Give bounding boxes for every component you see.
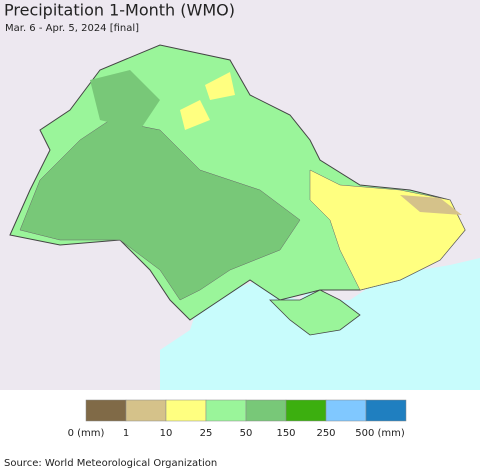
region-dry-north bbox=[180, 100, 210, 130]
legend-swatch bbox=[125, 399, 167, 422]
title: Precipitation 1-Month (WMO) bbox=[4, 1, 235, 20]
legend-swatch bbox=[325, 399, 367, 422]
legend-swatch bbox=[285, 399, 327, 422]
legend-label: 150 bbox=[276, 428, 295, 439]
legend-label: 1 bbox=[123, 428, 129, 439]
region-dry-north bbox=[205, 72, 235, 100]
subtitle: Mar. 6 - Apr. 5, 2024 [final] bbox=[5, 23, 139, 34]
legend-label: 10 bbox=[160, 428, 173, 439]
legend-swatch bbox=[365, 399, 407, 422]
crimea bbox=[269, 289, 361, 336]
region-driest bbox=[400, 195, 462, 215]
legend-swatch bbox=[245, 399, 287, 422]
legend: 0 (mm) 1 10 25 50 150 250 500 (mm) bbox=[68, 399, 407, 439]
legend-label: 250 bbox=[316, 428, 335, 439]
region-wetter-north bbox=[90, 70, 160, 130]
legend-label: 50 bbox=[240, 428, 253, 439]
legend-swatch bbox=[165, 399, 207, 422]
legend-swatch bbox=[85, 399, 127, 422]
legend-label: 0 (mm) bbox=[68, 428, 105, 439]
region-wetter bbox=[19, 119, 301, 301]
legend-label: 500 (mm) bbox=[355, 428, 405, 439]
legend-swatch bbox=[205, 399, 247, 422]
legend-label: 25 bbox=[200, 428, 213, 439]
source: Source: World Meteorological Organizatio… bbox=[4, 458, 217, 469]
